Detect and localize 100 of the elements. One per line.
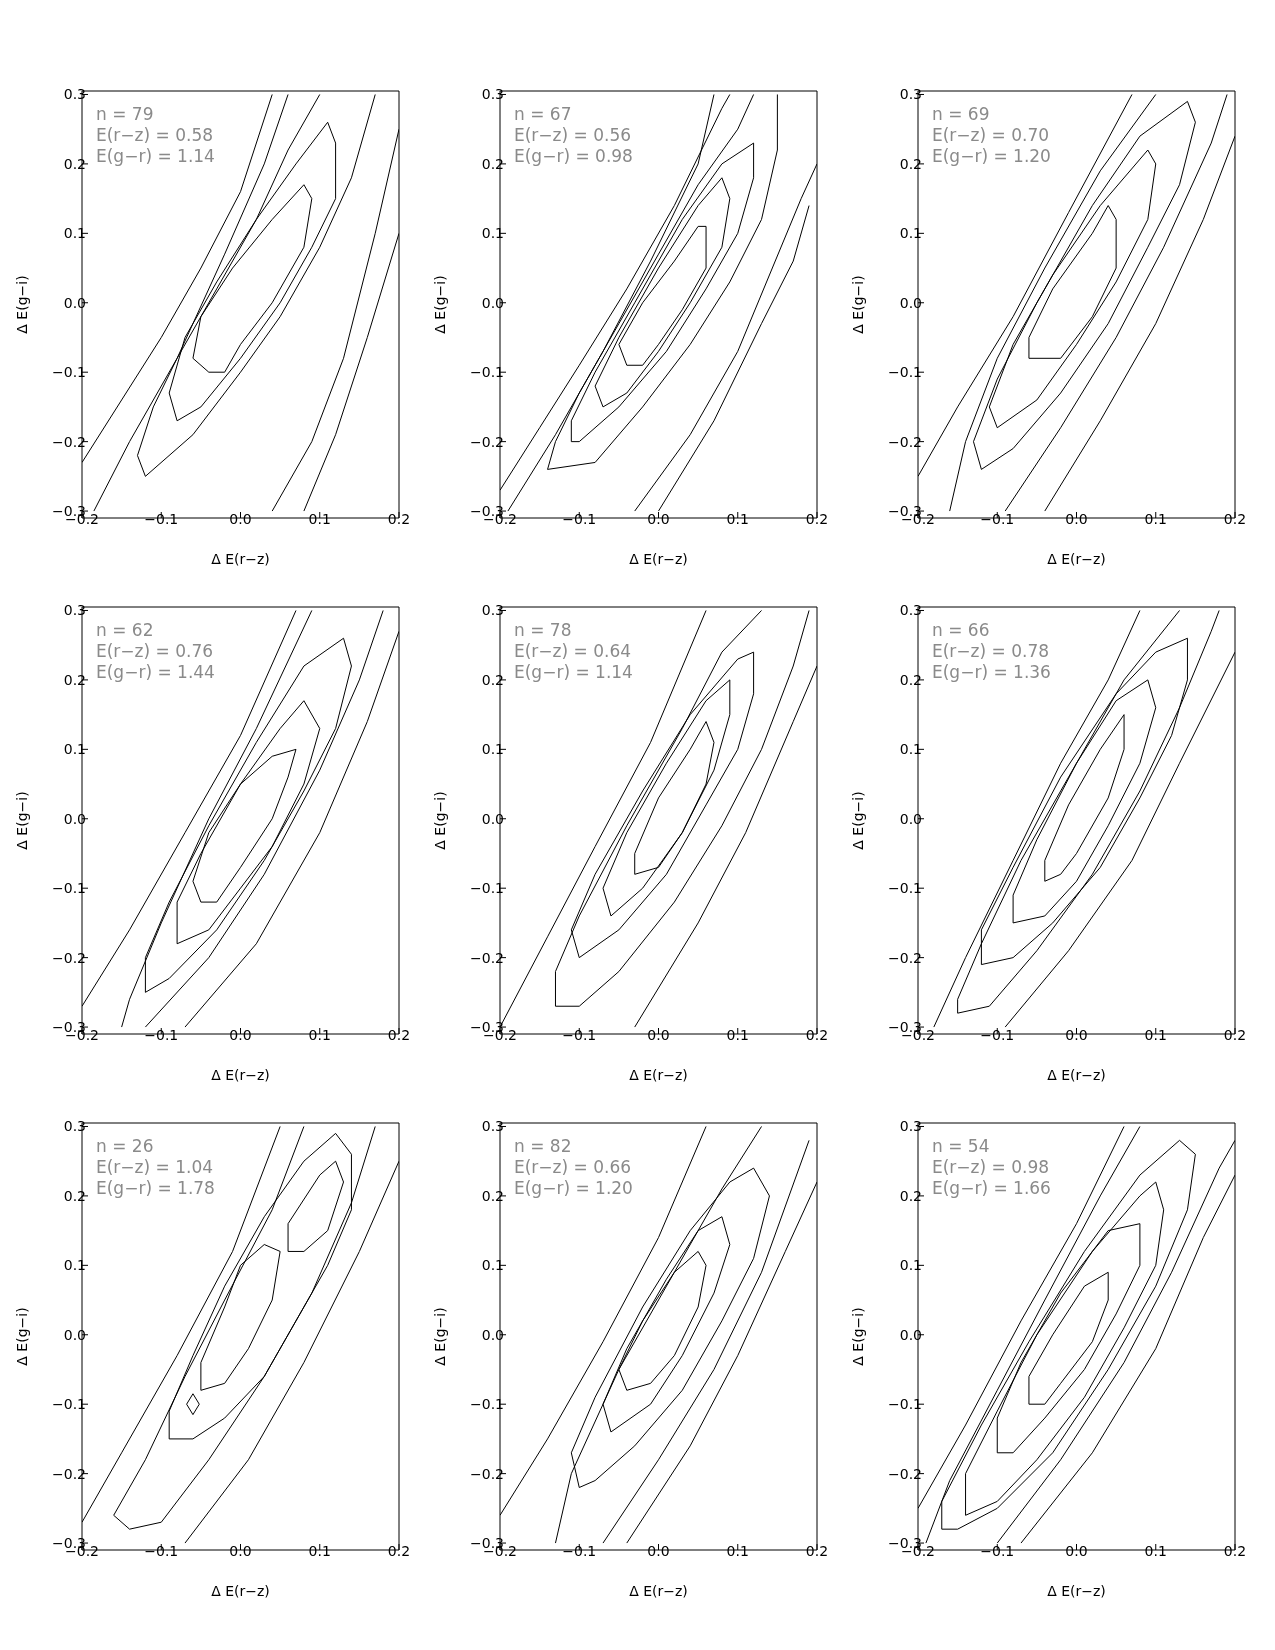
x-tick-label: 0.2	[387, 510, 411, 527]
x-tick-label: 0.0	[229, 1542, 252, 1559]
x-tick-label: −0.1	[562, 1542, 597, 1559]
annotation: n = 66	[932, 620, 991, 641]
y-tick-label: −0.1	[888, 880, 922, 897]
annotation: E(r−z) = 0.56	[514, 125, 633, 146]
y-tick-label: −0.2	[470, 433, 504, 450]
y-tick-label: 0.1	[481, 741, 504, 758]
y-tick-label: 0.0	[481, 810, 504, 827]
annotation: E(g−r) = 1.20	[514, 1178, 633, 1199]
y-tick-label: −0.1	[52, 364, 86, 381]
y-tick-label: −0.1	[52, 880, 86, 897]
x-axis-title: Δ E(r−z)	[629, 1067, 688, 1083]
x-tick-label: 0.1	[726, 510, 749, 527]
y-tick-label: 0.1	[899, 1257, 922, 1274]
y-tick-label: 0.3	[899, 86, 922, 103]
x-tick-label: 0.2	[1223, 1542, 1247, 1559]
annotation: E(g−r) = 1.14	[514, 662, 633, 683]
annotation: E(r−z) = 0.78	[932, 641, 1051, 662]
y-tick-label: 0.2	[63, 155, 86, 172]
annotation: E(r−z) = 0.66	[514, 1157, 633, 1178]
annotation: E(g−r) = 0.98	[514, 146, 633, 167]
y-axis-title: Δ E(g−i)	[13, 1307, 30, 1366]
y-tick-label: −0.2	[52, 949, 86, 966]
x-tick-label: 0.0	[1065, 1026, 1088, 1043]
y-tick-label: 0.3	[63, 602, 86, 619]
x-tick-label: −0.1	[980, 1026, 1015, 1043]
annotation: E(g−r) = 1.78	[96, 1178, 215, 1199]
annotation: E(r−z) = 0.64	[514, 641, 633, 662]
x-tick-label: 0.0	[229, 510, 252, 527]
y-tick-label: −0.2	[470, 949, 504, 966]
y-tick-label: 0.1	[63, 1257, 86, 1274]
y-tick-label: 0.0	[63, 294, 86, 311]
y-tick-label: 0.3	[63, 86, 86, 103]
y-axis-title: Δ E(g−i)	[849, 275, 866, 334]
x-tick-label: 0.0	[1065, 510, 1088, 527]
x-tick-label: 0.1	[308, 1026, 331, 1043]
y-tick-label: 0.0	[899, 1326, 922, 1343]
annotation: n = 67	[514, 104, 573, 125]
x-axis-title: Δ E(r−z)	[211, 1067, 270, 1083]
x-axis-title: Δ E(r−z)	[629, 1583, 688, 1599]
y-tick-label: −0.1	[470, 880, 504, 897]
annotation: n = 82	[514, 1136, 573, 1157]
x-tick-label: 0.1	[1144, 1542, 1167, 1559]
annotation: E(r−z) = 1.04	[96, 1157, 215, 1178]
x-tick-label: −0.1	[562, 1026, 597, 1043]
x-tick-label: 0.2	[387, 1026, 411, 1043]
annotation: n = 69	[932, 104, 991, 125]
annotation: E(r−z) = 0.58	[96, 125, 215, 146]
y-tick-label: 0.1	[63, 225, 86, 242]
y-axis-title: Δ E(g−i)	[13, 791, 30, 850]
x-axis-title: Δ E(r−z)	[1047, 551, 1106, 567]
x-tick-label: 0.2	[1223, 1026, 1247, 1043]
x-axis-title: Δ E(r−z)	[1047, 1067, 1106, 1083]
y-tick-label: 0.2	[899, 155, 922, 172]
y-axis-title: Δ E(g−i)	[431, 275, 448, 334]
annotation: E(g−r) = 1.20	[932, 146, 1051, 167]
annotation: E(r−z) = 0.98	[932, 1157, 1051, 1178]
x-tick-label: 0.2	[805, 1026, 829, 1043]
annotation: n = 79	[96, 104, 155, 125]
y-tick-label: −0.2	[888, 949, 922, 966]
annotation: E(r−z) = 0.70	[932, 125, 1051, 146]
y-tick-label: 0.2	[481, 155, 504, 172]
x-tick-label: 0.2	[805, 510, 829, 527]
y-axis-title: Δ E(g−i)	[849, 1307, 866, 1366]
annotation: n = 62	[96, 620, 155, 641]
y-tick-label: 0.0	[63, 1326, 86, 1343]
y-tick-label: 0.3	[481, 1118, 504, 1135]
y-tick-label: 0.2	[899, 1187, 922, 1204]
y-tick-label: 0.1	[63, 741, 86, 758]
y-tick-label: 0.3	[899, 602, 922, 619]
y-tick-label: 0.2	[63, 1187, 86, 1204]
x-tick-label: 0.0	[229, 1026, 252, 1043]
y-axis-title: Δ E(g−i)	[431, 791, 448, 850]
y-tick-label: −0.2	[470, 1465, 504, 1482]
y-tick-label: 0.3	[481, 602, 504, 619]
y-tick-label: −0.2	[52, 1465, 86, 1482]
x-tick-label: 0.2	[387, 1542, 411, 1559]
x-tick-label: −0.1	[144, 1542, 179, 1559]
x-tick-label: −0.1	[144, 510, 179, 527]
x-axis-title: Δ E(r−z)	[1047, 1583, 1106, 1599]
x-tick-label: 0.1	[726, 1026, 749, 1043]
y-tick-label: 0.3	[899, 1118, 922, 1135]
x-tick-label: 0.1	[308, 1542, 331, 1559]
y-tick-label: −0.1	[888, 364, 922, 381]
annotation: E(g−r) = 1.14	[96, 146, 215, 167]
y-tick-label: 0.1	[481, 1257, 504, 1274]
y-tick-label: 0.3	[63, 1118, 86, 1135]
y-tick-label: 0.1	[899, 225, 922, 242]
annotation: n = 78	[514, 620, 573, 641]
y-tick-label: 0.0	[899, 294, 922, 311]
y-tick-label: 0.3	[481, 86, 504, 103]
y-tick-label: 0.0	[481, 294, 504, 311]
x-tick-label: 0.1	[308, 510, 331, 527]
y-axis-title: Δ E(g−i)	[13, 275, 30, 334]
annotation: E(r−z) = 0.76	[96, 641, 215, 662]
x-tick-label: −0.1	[144, 1026, 179, 1043]
y-tick-label: −0.1	[470, 1396, 504, 1413]
y-tick-label: 0.2	[481, 671, 504, 688]
annotation: E(g−r) = 1.66	[932, 1178, 1051, 1199]
